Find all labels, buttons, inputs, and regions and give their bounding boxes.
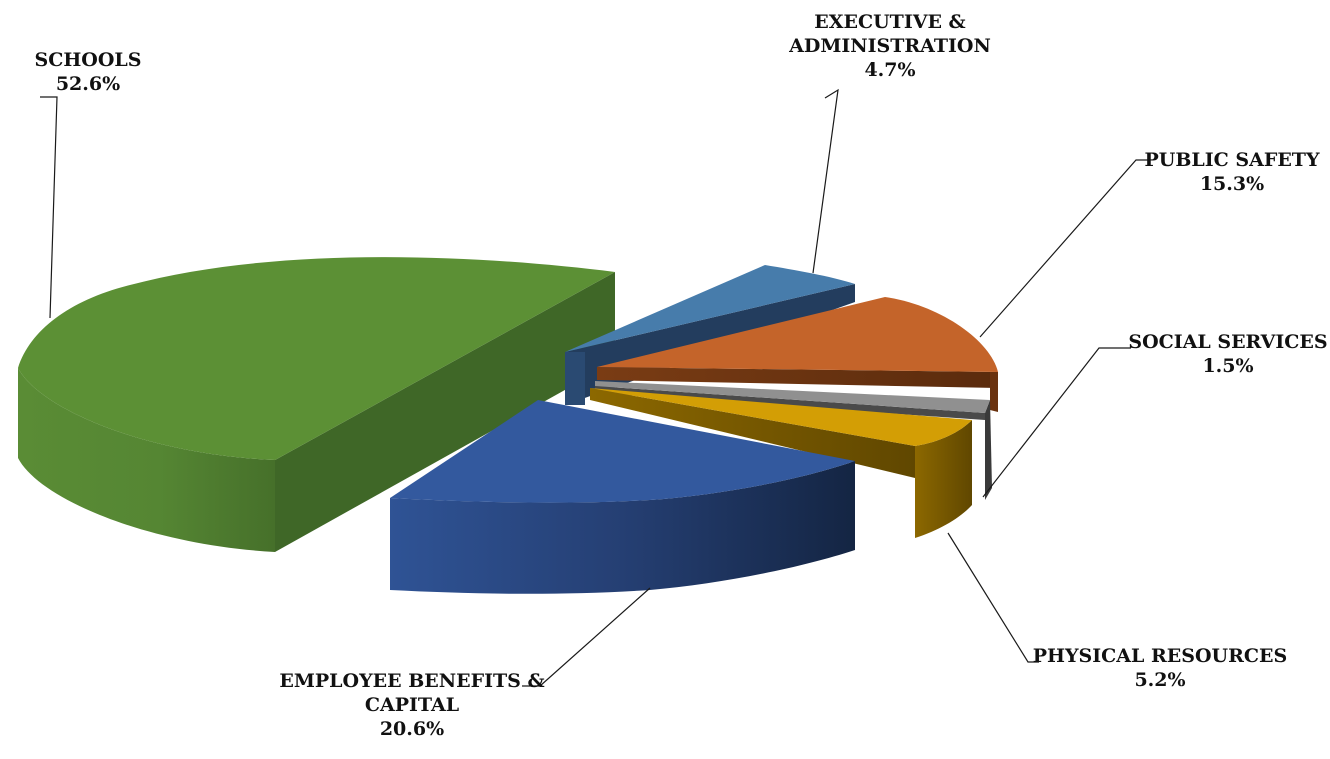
pie-slice-side <box>590 388 915 478</box>
data-label: PUBLIC SAFETY 15.3% <box>1144 149 1319 195</box>
data-label: PHYSICAL RESOURCES 5.2% <box>1033 645 1287 691</box>
pie-slice-side <box>390 461 855 594</box>
pie-slice-employee-benefits-and-capital <box>390 400 855 594</box>
leader-line <box>979 159 1150 338</box>
slice-percent-label: 1.5% <box>1202 355 1253 377</box>
data-label: EMPLOYEE BENEFITS & CAPITAL 20.6% <box>279 670 544 740</box>
leader-line <box>522 587 651 687</box>
pie-slice-top <box>597 297 998 372</box>
pie-slice-side <box>985 400 992 500</box>
slice-category-label: SOCIAL SERVICES <box>1128 331 1327 353</box>
pie-slice-schools <box>18 257 615 552</box>
slice-percent-label: 20.6% <box>380 718 444 740</box>
pie-slice-side <box>915 420 972 538</box>
data-label: SCHOOLS 52.6% <box>35 49 142 95</box>
pie-slice-top <box>590 388 972 446</box>
pie-slice-top <box>18 257 615 460</box>
slice-category-label: ADMINISTRATION <box>788 35 991 57</box>
slice-category-label: SCHOOLS <box>35 49 142 71</box>
pie-slice-side <box>565 352 585 405</box>
leader-line <box>812 88 839 274</box>
pie-slice-top <box>390 400 855 503</box>
slice-category-label: CAPITAL <box>365 694 459 716</box>
pie-slice-physical-resources <box>590 388 972 538</box>
pie-slice-side <box>18 368 275 552</box>
data-label: SOCIAL SERVICES 1.5% <box>1128 331 1327 377</box>
pie-slice-side <box>990 372 998 412</box>
pie-slice-side <box>597 367 998 388</box>
pie-slice-side <box>275 272 615 552</box>
slice-percent-label: 5.2% <box>1134 669 1185 691</box>
slice-percent-label: 15.3% <box>1200 173 1264 195</box>
slice-category-label: PHYSICAL RESOURCES <box>1033 645 1287 667</box>
data-label: EXECUTIVE & ADMINISTRATION 4.7% <box>788 11 991 81</box>
slice-category-label: EMPLOYEE BENEFITS & <box>279 670 544 692</box>
pie-slice-public-safety <box>597 297 998 412</box>
leader-line <box>40 96 58 319</box>
pie-slice-top <box>565 265 855 352</box>
pie-slice-social-services <box>595 381 992 500</box>
leader-line <box>947 532 1039 663</box>
slice-category-label: PUBLIC SAFETY <box>1144 149 1319 171</box>
pie-slice-side <box>595 386 985 420</box>
pie-slice-top <box>595 381 990 413</box>
slice-category-label: EXECUTIVE & <box>814 11 965 33</box>
slice-percent-label: 4.7% <box>864 59 915 81</box>
slice-percent-label: 52.6% <box>56 73 120 95</box>
leader-line <box>982 347 1131 498</box>
